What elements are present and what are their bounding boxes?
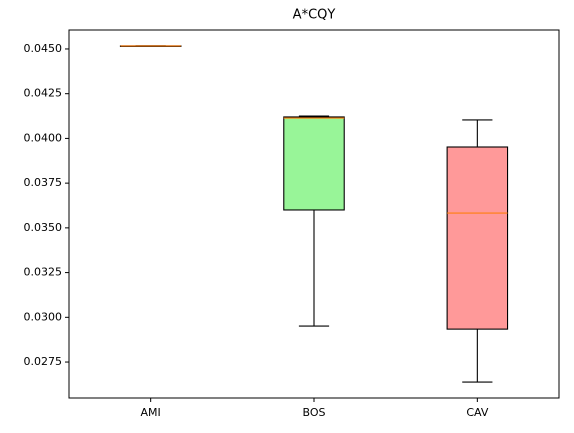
y-tick-label: 0.0375 — [24, 176, 63, 189]
y-tick-label: 0.0400 — [24, 131, 63, 144]
y-tick-label: 0.0425 — [24, 87, 63, 100]
plot-frame — [68, 29, 560, 399]
y-tick-label: 0.0350 — [24, 221, 63, 234]
box — [283, 116, 345, 211]
y-tick-label: 0.0450 — [24, 42, 63, 55]
y-tick-label: 0.0325 — [24, 266, 63, 279]
y-tick-label: 0.0275 — [24, 355, 63, 368]
chart-title: A*CQY — [293, 8, 336, 23]
x-tick-label: BOS — [303, 406, 326, 419]
box — [446, 146, 509, 330]
x-tick-label: AMI — [141, 406, 161, 419]
x-tick-label: CAV — [466, 406, 489, 419]
y-tick-label: 0.0300 — [24, 310, 63, 323]
